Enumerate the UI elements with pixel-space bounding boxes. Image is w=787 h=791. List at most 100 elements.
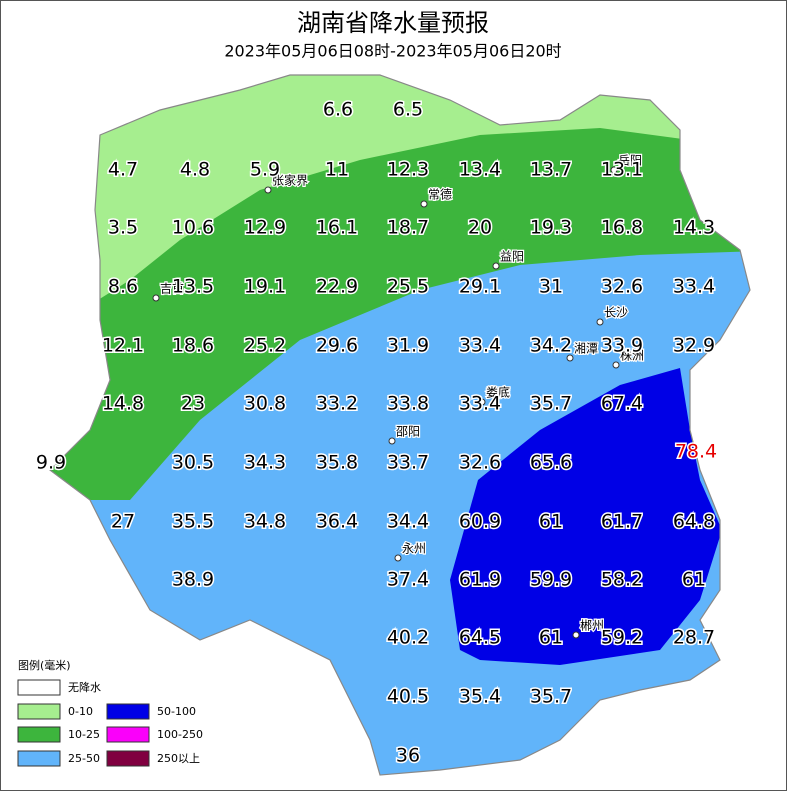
city-label: 郴州 <box>580 619 604 633</box>
rain-value: 13.5 <box>172 276 214 298</box>
rain-value: 32.9 <box>673 335 715 357</box>
rain-value: 27 <box>111 511 135 533</box>
city-dot <box>388 437 396 445</box>
city-label: 张家界 <box>272 173 308 188</box>
city-dot <box>572 631 580 639</box>
rain-value: 4.8 <box>180 159 210 181</box>
legend-label: 25-50 <box>68 752 100 765</box>
rain-value: 64.8 <box>673 511 715 533</box>
rain-value: 38.9 <box>172 569 214 591</box>
rain-value: 6.6 <box>323 99 353 121</box>
legend-swatch <box>17 679 61 696</box>
city-dot <box>394 554 402 562</box>
rain-value: 12.1 <box>102 335 144 357</box>
rain-value: 33.7 <box>387 452 429 474</box>
legend-swatch <box>17 750 61 767</box>
rain-value: 33.9 <box>601 335 643 357</box>
rain-value: 34.2 <box>530 335 572 357</box>
legend-label: 10-25 <box>68 728 100 741</box>
rain-value: 4.7 <box>108 159 138 181</box>
rain-value: 35.8 <box>316 452 358 474</box>
rain-value: 18.7 <box>387 217 429 239</box>
rain-value: 20 <box>468 217 492 239</box>
rain-value: 9.9 <box>36 452 66 474</box>
rain-value: 37.4 <box>387 569 429 591</box>
title: 湖南省降水量预报 <box>297 9 489 37</box>
city-dot <box>612 361 620 369</box>
rain-value: 33.8 <box>387 393 429 415</box>
rain-value: 40.5 <box>387 686 429 708</box>
rain-value: 60.9 <box>459 511 501 533</box>
rain-value: 33.4 <box>459 335 501 357</box>
city-label: 常德 <box>428 187 452 202</box>
city-dot <box>492 262 500 270</box>
rain-value: 11 <box>325 159 349 181</box>
province-border <box>49 74 751 776</box>
rain-value: 13.7 <box>530 159 572 181</box>
city-dot <box>264 186 272 194</box>
rain-value: 61.7 <box>601 511 643 533</box>
rain-value: 28.7 <box>673 627 715 649</box>
rain-value: 12.9 <box>244 217 286 239</box>
legend-swatch <box>17 726 61 743</box>
rain-value: 6.5 <box>393 99 423 121</box>
city-dot <box>152 294 160 302</box>
rain-value: 18.6 <box>172 335 214 357</box>
legend-swatch <box>17 703 61 720</box>
city-dot <box>610 166 618 174</box>
rain-value: 31 <box>539 276 563 298</box>
city-label: 娄底 <box>486 385 510 400</box>
zone-50-100 <box>450 368 722 665</box>
city-label: 吉首 <box>160 282 184 296</box>
rain-value: 14.8 <box>102 393 144 415</box>
legend-swatch <box>106 726 150 743</box>
legend-label: 0-10 <box>68 705 93 718</box>
city-label: 湘潭 <box>574 341 598 356</box>
city-dot <box>478 398 486 406</box>
city-label: 岳阳 <box>618 154 642 168</box>
rain-value: 61 <box>682 569 706 591</box>
rain-value: 61 <box>539 627 563 649</box>
rain-value: 14.3 <box>673 217 715 239</box>
rain-value: 33.4 <box>459 393 501 415</box>
city-dot <box>596 318 604 326</box>
rain-value: 58.2 <box>601 569 643 591</box>
city-label: 益阳 <box>500 250 524 264</box>
rain-value: 30.8 <box>244 393 286 415</box>
legend-swatch <box>106 750 150 767</box>
rain-value: 19.1 <box>244 276 286 298</box>
rain-value: 30.5 <box>172 452 214 474</box>
rain-value: 65.6 <box>530 452 572 474</box>
rain-value: 13.4 <box>459 159 501 181</box>
legend-title: 图例(毫米) <box>18 658 71 672</box>
city-label: 永州 <box>402 542 426 556</box>
legend-label: 100-250 <box>157 728 203 741</box>
rain-value: 25.2 <box>244 335 286 357</box>
rain-value: 34.4 <box>387 511 429 533</box>
rain-value: 29.6 <box>316 335 358 357</box>
rain-value: 16.1 <box>316 217 358 239</box>
rain-value: 3.5 <box>108 217 138 239</box>
subtitle: 2023年05月06日08时-2023年05月06日20时 <box>224 42 561 61</box>
rain-value: 61.9 <box>459 569 501 591</box>
city-label: 株洲 <box>620 348 644 363</box>
rain-value: 36 <box>396 745 420 767</box>
rain-value: 22.9 <box>316 276 358 298</box>
city-dot <box>566 354 574 362</box>
rain-value: 35.5 <box>172 511 214 533</box>
rain-value: 29.1 <box>459 276 501 298</box>
rain-value: 40.2 <box>387 627 429 649</box>
legend-swatch <box>106 703 150 720</box>
rain-value: 31.9 <box>387 335 429 357</box>
rain-value: 33.2 <box>316 393 358 415</box>
rain-value: 59.9 <box>530 569 572 591</box>
rain-value: 32.6 <box>459 452 501 474</box>
rain-value: 25.5 <box>387 276 429 298</box>
rain-value: 10.6 <box>172 217 214 239</box>
rain-value: 67.4 <box>601 393 643 415</box>
rain-value: 61 <box>539 511 563 533</box>
rain-value: 33.4 <box>673 276 715 298</box>
rain-value: 8.6 <box>108 276 138 298</box>
rain-value: 64.5 <box>459 627 501 649</box>
